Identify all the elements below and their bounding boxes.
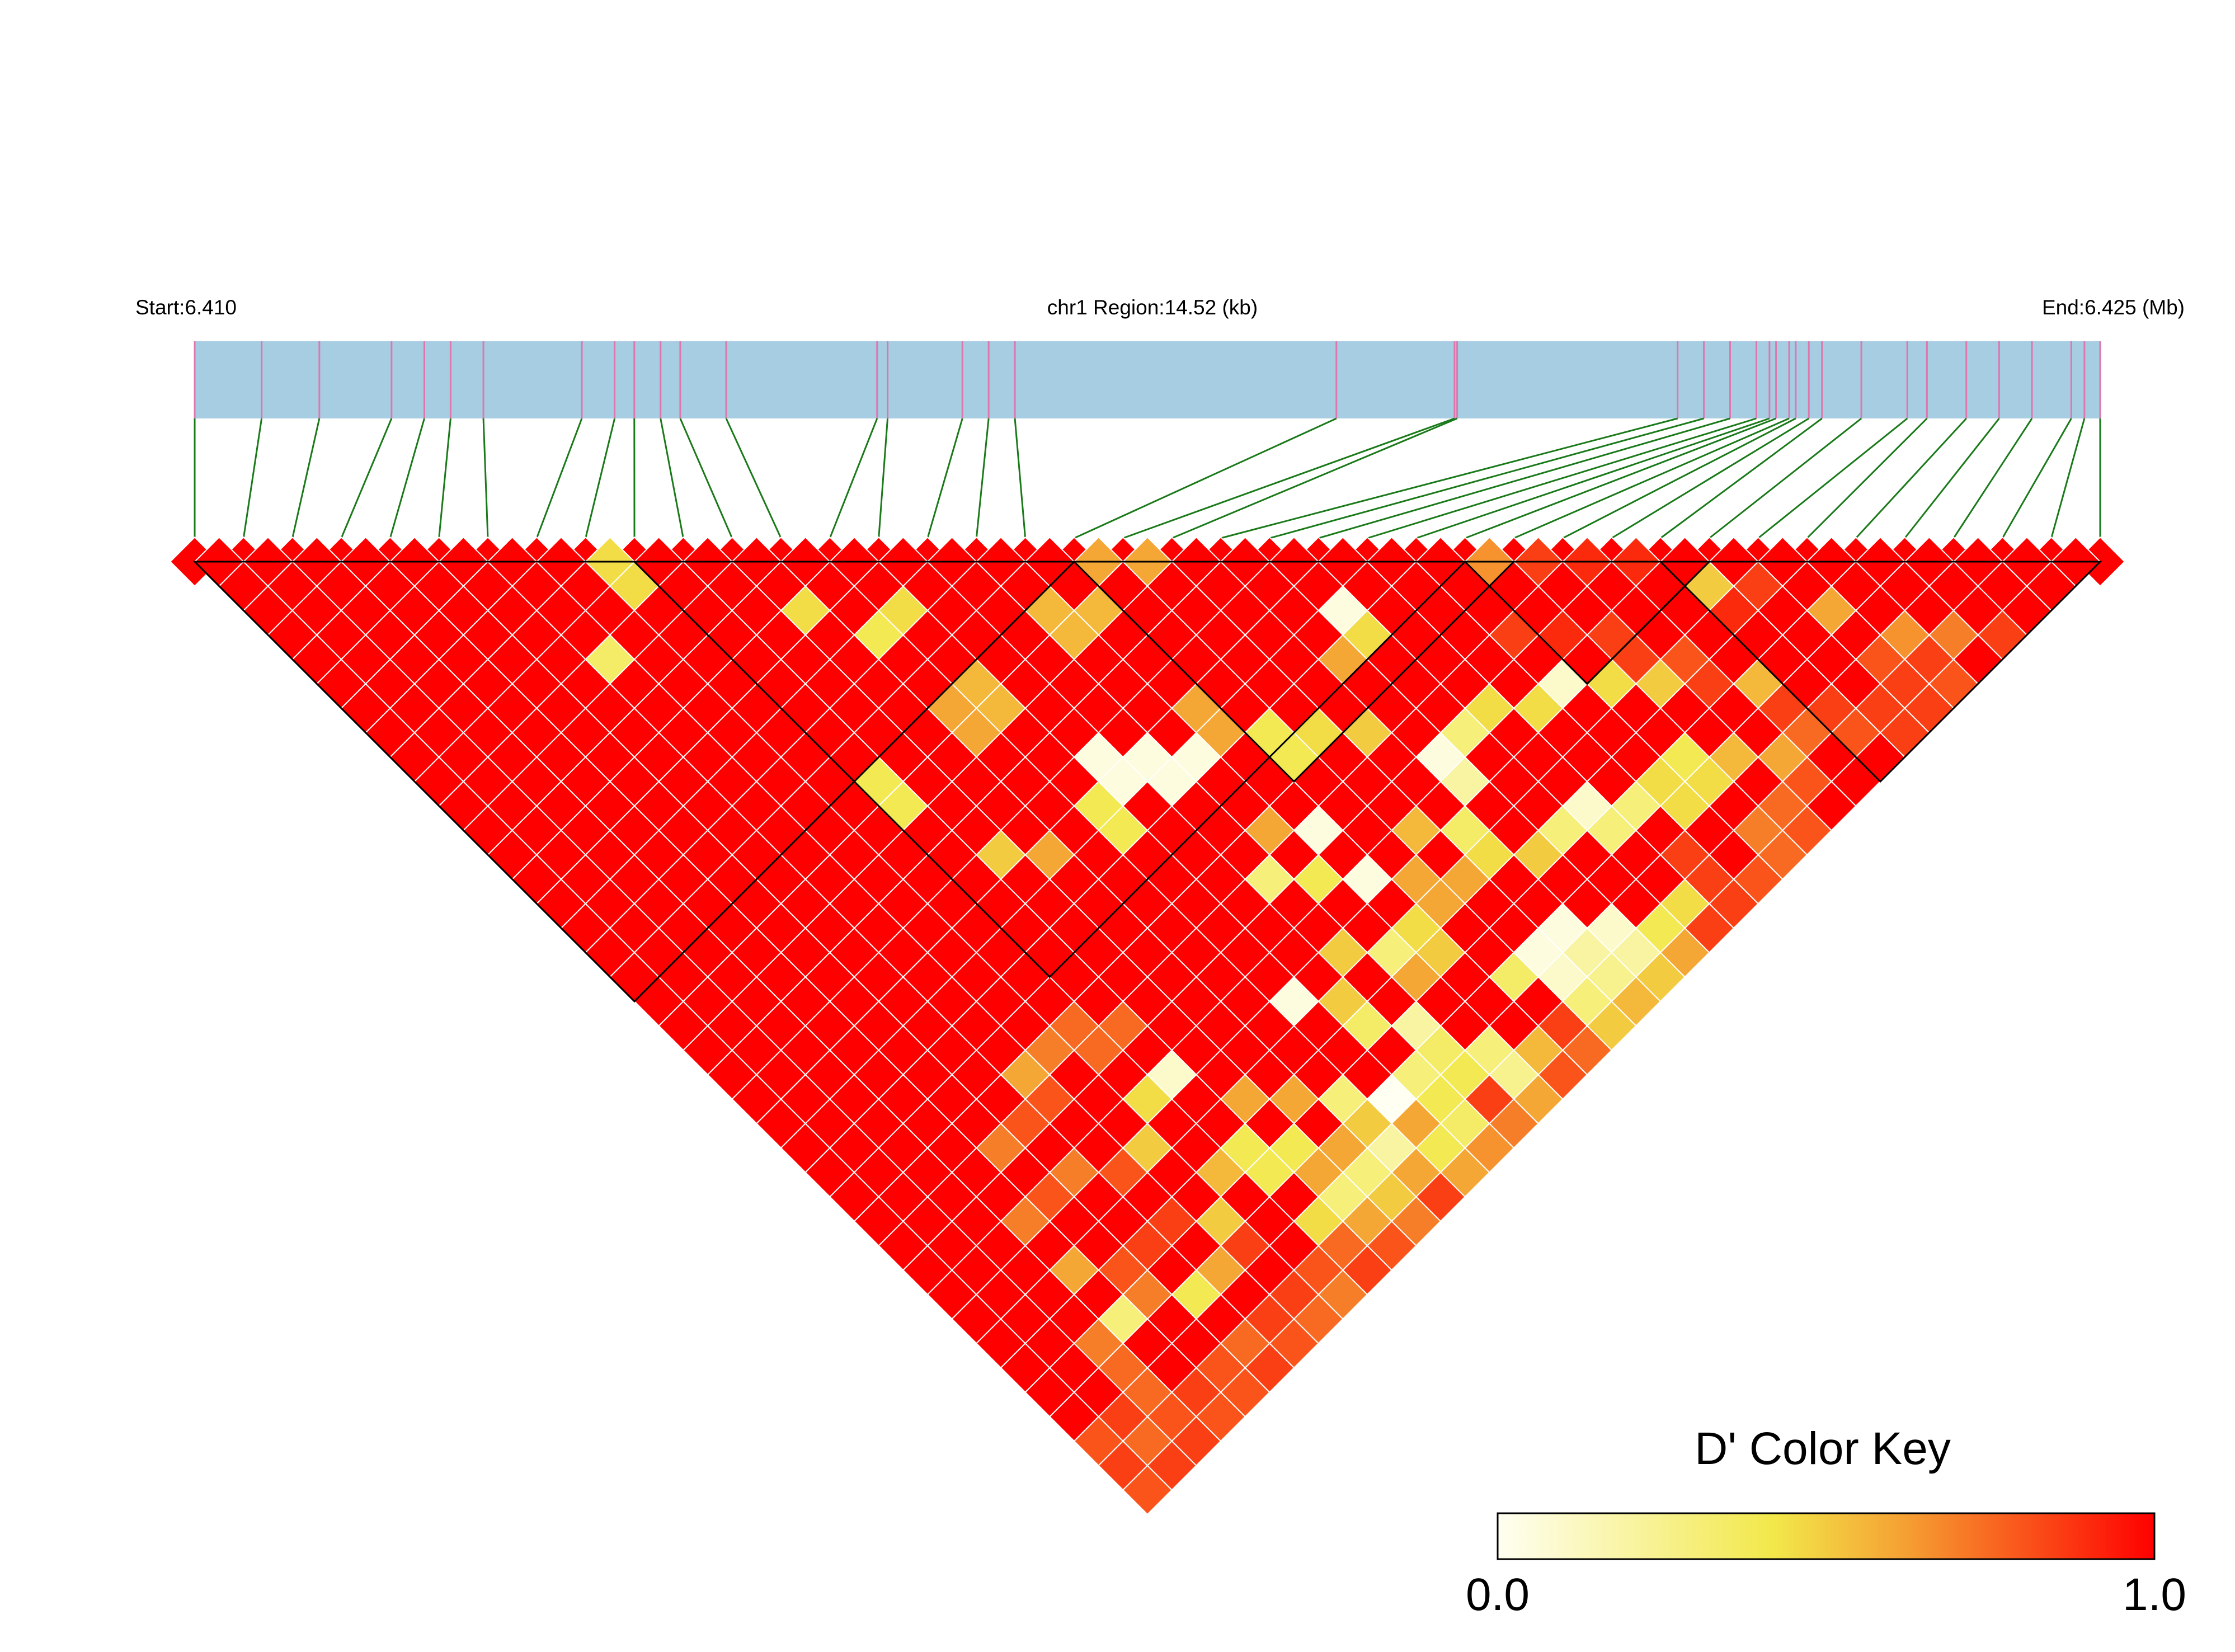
color-key-max-label: 1.0 xyxy=(2123,1569,2186,1620)
snp-connector xyxy=(1952,418,2033,539)
snp-connector xyxy=(482,418,489,539)
snp-connector xyxy=(1122,417,1455,539)
snp-connector xyxy=(1074,417,1337,539)
snp-position-ticks xyxy=(194,341,2101,418)
chromosome-track xyxy=(195,341,2100,418)
snp-connector xyxy=(1318,417,1730,539)
color-key-min-label: 0.0 xyxy=(1466,1569,1530,1620)
snp-connector xyxy=(975,418,990,539)
snp-connector xyxy=(1171,417,1458,539)
region-header: Start:6.410 chr1 Region:14.52 (kb) End:6… xyxy=(135,296,2185,319)
snp-connector xyxy=(878,418,889,539)
snp-connector xyxy=(1562,417,1796,539)
snp-connector xyxy=(725,418,782,539)
snp-connector xyxy=(1269,417,1704,539)
haplotype-block xyxy=(1072,561,1516,783)
haplotype-block-outlines xyxy=(192,561,2102,1003)
snp-connector xyxy=(2002,418,2072,539)
snp-connector-lines xyxy=(194,417,2101,539)
snp-connector xyxy=(926,418,963,539)
snp-connector xyxy=(2050,418,2086,539)
snp-connector xyxy=(1014,418,1027,539)
snp-connector xyxy=(340,418,393,539)
color-key-title: D' Color Key xyxy=(1695,1423,1951,1474)
snp-connector xyxy=(1855,417,1967,539)
haplotype-block xyxy=(1658,561,2102,783)
snp-connector xyxy=(1415,417,1770,539)
color-key-gradient-bar xyxy=(1497,1512,2156,1560)
snp-connector xyxy=(1904,418,2000,539)
snp-connector xyxy=(829,418,878,539)
snp-connector xyxy=(389,418,425,539)
ld-matrix-cells xyxy=(169,536,2126,1515)
snp-connector xyxy=(535,418,583,539)
snp-connector xyxy=(1465,417,1777,539)
snp-connector xyxy=(585,418,616,539)
snp-connector xyxy=(291,418,321,539)
snp-connector xyxy=(1220,417,1678,539)
gene-track xyxy=(194,341,2101,418)
snp-connector xyxy=(242,418,263,539)
color-key: D' Color Key 0.0 1.0 xyxy=(1466,1423,2186,1620)
snp-connector xyxy=(1513,417,1790,539)
snp-connector xyxy=(1367,417,1757,539)
haplotype-block xyxy=(632,561,1467,978)
region-start-label: Start:6.410 xyxy=(135,296,237,319)
snp-connector xyxy=(1806,417,1928,539)
snp-connector xyxy=(679,418,733,539)
region-end-label: End:6.425 (Mb) xyxy=(2042,296,2185,319)
snp-connector xyxy=(1611,417,1810,539)
snp-connector xyxy=(438,418,451,539)
haplotype-block xyxy=(1463,561,1711,685)
snp-connector xyxy=(660,418,684,539)
region-title: chr1 Region:14.52 (kb) xyxy=(1047,296,1258,319)
snp-connector xyxy=(1709,417,1862,539)
snp-connector xyxy=(1757,417,1908,539)
snp-connector xyxy=(1660,417,1823,539)
